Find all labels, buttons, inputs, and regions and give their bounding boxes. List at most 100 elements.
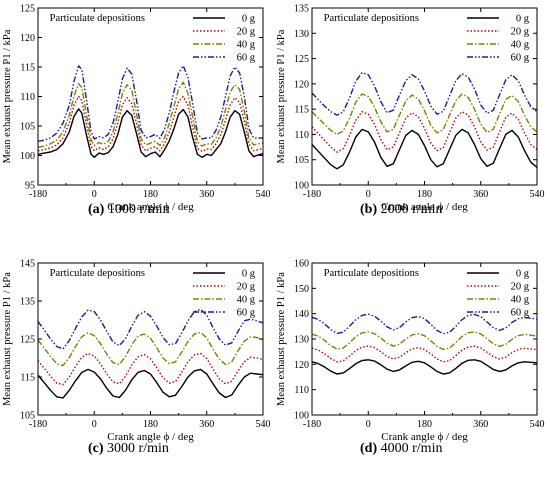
panel-caption-text: 2000 r/min: [377, 202, 442, 217]
legend-title: Particulate depositions: [50, 268, 145, 279]
y-tick-label: 125: [294, 54, 309, 65]
y-tick-label: 105: [20, 122, 35, 133]
y-axis-label: Mean exhaust pressure P1 / kPa: [2, 272, 13, 406]
legend-label: 40 g: [511, 40, 530, 51]
y-tick-label: 135: [20, 297, 35, 308]
y-tick-label: 95: [25, 181, 35, 192]
legend-label: 60 g: [237, 308, 256, 319]
y-tick-label: 100: [294, 181, 309, 192]
y-tick-label: 115: [20, 373, 35, 384]
x-tick-label: 0: [92, 189, 97, 200]
legend-label: 60 g: [237, 53, 256, 64]
y-tick-label: 130: [294, 29, 309, 40]
y-tick-label: 120: [294, 360, 309, 371]
chart-panel-1: -180 0 180 360 540 100 105 110 115 120 125 130 135 Cr…: [276, 4, 545, 218]
panel-caption-letter: (d): [360, 441, 377, 456]
y-tick-label: 105: [20, 411, 35, 422]
series-line-60g: [38, 308, 263, 350]
x-tick-label: 0: [366, 419, 371, 430]
legend-label: 60 g: [511, 53, 530, 64]
series-line-20g: [312, 110, 537, 153]
y-tick-label: 115: [20, 63, 35, 74]
chart-panel-2: -180 0 180 360 540 105 115 125 135 145 Crank angle…: [2, 259, 271, 457]
x-tick-label: 360: [473, 419, 488, 430]
y-tick-label: 150: [294, 284, 309, 295]
panel-caption: (c) 3000 r/min: [88, 441, 169, 456]
series-line-20g: [312, 345, 537, 363]
x-tick-label: 180: [417, 189, 432, 200]
y-tick-label: 120: [20, 33, 35, 44]
panel-caption: (b) 2000 r/min: [360, 202, 442, 217]
x-tick-label: 180: [417, 419, 432, 430]
series-line-0g: [312, 128, 537, 170]
y-tick-label: 135: [294, 4, 309, 15]
legend-title: Particulate depositions: [324, 13, 419, 24]
y-tick-label: 160: [294, 259, 309, 270]
x-tick-label: 540: [530, 189, 545, 200]
y-tick-label: 110: [294, 385, 309, 396]
x-tick-label: 360: [199, 419, 214, 430]
y-axis-label: Mean exhaust pressure P1 / kPa: [276, 29, 287, 163]
panel-caption: (d) 4000 r/min: [360, 441, 442, 456]
x-tick-label: 360: [473, 189, 488, 200]
panel-caption-text: 4000 r/min: [377, 441, 442, 456]
x-tick-label: 0: [366, 189, 371, 200]
plot-frame: [311, 262, 538, 416]
x-axis-label: Crank angle ϕ / deg: [107, 431, 194, 443]
series-line-20g: [38, 95, 263, 153]
series-line-0g: [38, 108, 263, 159]
series-line-40g: [38, 81, 263, 148]
y-tick-label: 125: [20, 335, 35, 346]
y-tick-label: 100: [20, 151, 35, 162]
y-tick-label: 125: [20, 4, 35, 15]
legend-label: 40 g: [511, 295, 530, 306]
chart-panel-0: -180 0 180 360 540 95 100 105 110 115 120 125 Crank …: [2, 4, 271, 218]
series-line-60g: [38, 65, 263, 142]
y-tick-label: 100: [294, 411, 309, 422]
x-axis-label: Crank angle ϕ / deg: [381, 201, 468, 213]
x-tick-label: -180: [29, 419, 47, 430]
y-tick-label: 110: [20, 92, 35, 103]
legend-label: 20 g: [237, 282, 256, 293]
legend-title: Particulate depositions: [50, 13, 145, 24]
y-tick-label: 130: [294, 335, 309, 346]
y-tick-label: 120: [294, 79, 309, 90]
legend-label: 0 g: [242, 269, 256, 280]
y-tick-label: 110: [294, 130, 309, 141]
x-tick-label: 540: [256, 189, 271, 200]
series-line-60g: [312, 71, 537, 116]
x-axis-label: Crank angle ϕ / deg: [381, 431, 468, 443]
y-tick-label: 115: [294, 105, 309, 116]
x-tick-label: 360: [199, 189, 214, 200]
y-tick-label: 145: [20, 259, 35, 270]
legend-label: 40 g: [237, 295, 256, 306]
x-tick-label: 180: [143, 419, 158, 430]
y-tick-label: 105: [294, 155, 309, 166]
series-line-40g: [38, 331, 263, 367]
legend-label: 40 g: [237, 40, 256, 51]
x-tick-label: -180: [303, 189, 321, 200]
panel-caption-letter: (b): [360, 202, 377, 217]
x-tick-label: 540: [530, 419, 545, 430]
x-tick-label: -180: [29, 189, 47, 200]
series-line-0g: [38, 368, 263, 399]
panel-caption-letter: (a): [88, 202, 105, 217]
series-line-40g: [312, 93, 537, 136]
panel-caption-text: 1000 r/min: [104, 202, 169, 217]
y-axis-label: Mean exhaust pressure P1 / kPa: [276, 272, 287, 406]
legend-label: 60 g: [511, 308, 530, 319]
legend-label: 0 g: [516, 14, 530, 25]
legend-label: 20 g: [511, 282, 530, 293]
x-tick-label: 540: [256, 419, 271, 430]
legend-label: 20 g: [237, 27, 256, 38]
legend-label: 0 g: [516, 269, 530, 280]
x-tick-label: 0: [92, 419, 97, 430]
x-tick-label: -180: [303, 419, 321, 430]
panel-caption-text: 3000 r/min: [104, 441, 169, 456]
legend-title: Particulate depositions: [324, 268, 419, 279]
panel-caption-letter: (c): [88, 441, 104, 456]
legend-label: 0 g: [242, 14, 256, 25]
panel-caption: (a) 1000 r/min: [88, 202, 170, 217]
